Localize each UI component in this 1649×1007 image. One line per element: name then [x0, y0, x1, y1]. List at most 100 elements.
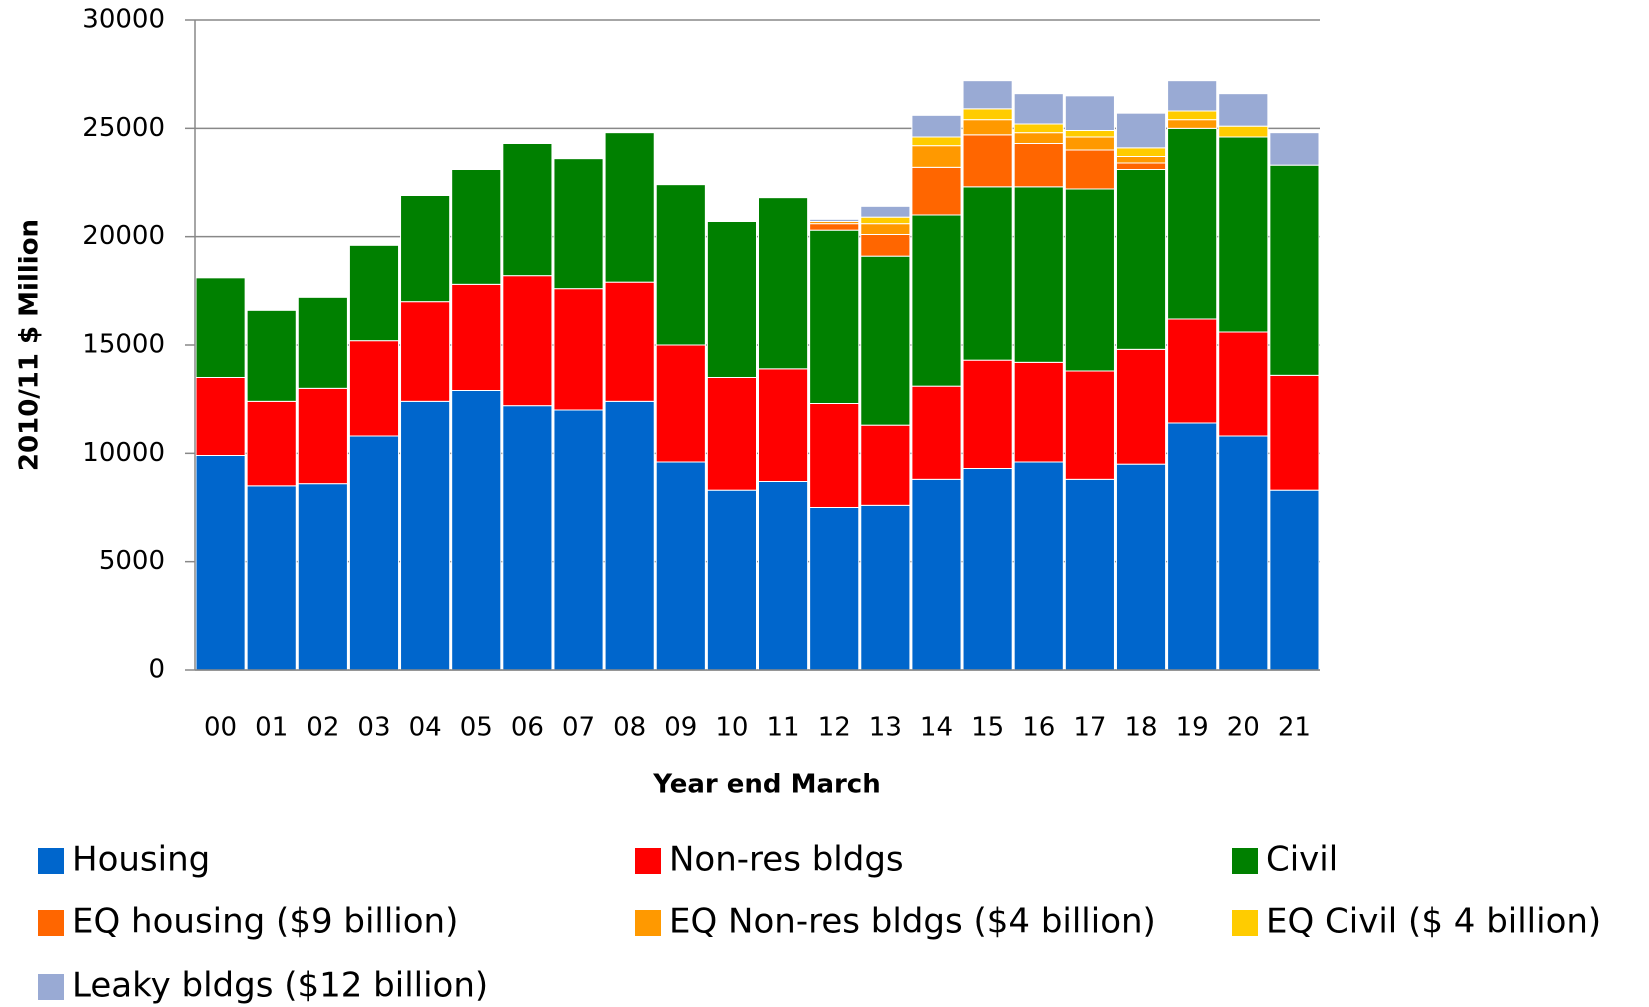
x-tick-label: 18 [1124, 713, 1157, 743]
y-tick-label: 20000 [82, 221, 165, 251]
bar-segment [1115, 156, 1167, 164]
bar-segment [1064, 370, 1115, 480]
bar-segment [860, 255, 911, 426]
x-tick-label: 21 [1278, 713, 1311, 743]
y-tick-label: 5000 [99, 546, 165, 576]
legend-label: Housing [72, 840, 210, 880]
bar-segment [962, 468, 1013, 671]
bar-segment [758, 197, 809, 370]
bar-segment [1269, 132, 1320, 166]
y-tick-label: 25000 [82, 113, 165, 143]
legend-label: Leaky bldgs ($12 billion) [72, 966, 488, 1006]
bar-segment [1013, 461, 1064, 671]
bar-segment [1115, 169, 1167, 350]
legend-label: EQ Non-res bldgs ($4 billion) [669, 902, 1156, 942]
bar-segment [911, 385, 962, 480]
bar-segment [1269, 164, 1320, 376]
legend-swatch [1232, 910, 1258, 936]
x-tick-label: 20 [1227, 713, 1260, 743]
bar-segment [348, 435, 400, 671]
bar-segment [1013, 186, 1064, 363]
bar-segment [1167, 127, 1218, 320]
bar-segment [911, 145, 962, 168]
bar-segment [1013, 93, 1064, 125]
x-tick-label: 00 [204, 713, 237, 743]
bar-segment [706, 377, 758, 491]
bar-segment [1013, 361, 1064, 463]
bar-segment [451, 390, 502, 671]
y-axis-title: 2010/11 $ Million [15, 219, 45, 471]
x-tick-label: 19 [1176, 713, 1209, 743]
bar-segment [604, 132, 655, 283]
y-tick-label: 15000 [82, 330, 165, 360]
x-tick-label: 01 [255, 713, 288, 743]
bar-segment [962, 108, 1013, 121]
bar-segment [1167, 119, 1218, 129]
x-tick-label: 08 [613, 713, 646, 743]
bar-segment [655, 461, 706, 671]
bar-segment [1064, 136, 1115, 151]
legend-swatch [635, 910, 661, 936]
x-tick-label: 14 [920, 713, 953, 743]
bar-segment [195, 277, 246, 379]
x-tick-label: 13 [869, 713, 902, 743]
legend-swatch [635, 848, 661, 874]
bar-segment [911, 478, 962, 671]
bar-segment [860, 234, 911, 257]
bar-segment [1013, 143, 1064, 188]
x-tick-label: 11 [767, 713, 800, 743]
x-axis-title: Year end March [652, 770, 880, 800]
bar-segment [1064, 478, 1115, 671]
bar-segment [860, 504, 911, 671]
bar-segment [297, 483, 348, 671]
legend-label: EQ Civil ($ 4 billion) [1266, 902, 1601, 942]
legend-label: Civil [1266, 840, 1338, 880]
bar-segment [451, 283, 502, 392]
bar-segment [297, 296, 348, 389]
bar-segment [911, 114, 962, 138]
y-tick-label: 10000 [82, 438, 165, 468]
bar-segment [400, 195, 451, 303]
bar-segment [1269, 374, 1320, 491]
bar-segment [400, 400, 451, 671]
bar-segment [809, 403, 860, 508]
bar-segment [962, 186, 1013, 361]
bar-segment [1167, 422, 1218, 671]
bar-segment [655, 344, 706, 463]
x-tick-label: 02 [306, 713, 339, 743]
bar-segment [809, 507, 860, 671]
bar-segment [809, 223, 860, 231]
legend-label: EQ housing ($9 billion) [72, 902, 458, 942]
bar-segment [962, 359, 1013, 469]
bar-segment [1167, 80, 1218, 112]
bar-segment [1013, 132, 1064, 145]
x-tick-label: 16 [1022, 713, 1055, 743]
bar-segment [758, 368, 809, 483]
bar-segment [758, 481, 809, 671]
bar-segment [911, 136, 962, 147]
bar-segment [655, 184, 706, 346]
bar-segment [911, 166, 962, 216]
bar-segment [502, 275, 553, 407]
bar-segment [1115, 463, 1167, 671]
bar-segment [246, 485, 297, 671]
bar-segment [348, 340, 400, 437]
bar-segment [1064, 149, 1115, 190]
bar-segment [860, 205, 911, 218]
bar-segment [451, 169, 502, 285]
bar-segment [400, 301, 451, 402]
bar-segment [246, 400, 297, 487]
bar-segment [860, 216, 911, 225]
bar-segment [246, 309, 297, 402]
bar-segment [1064, 188, 1115, 372]
bar-segment [1167, 318, 1218, 424]
x-tick-label: 17 [1073, 713, 1106, 743]
legend-swatch [38, 974, 64, 1000]
bar-segment [1064, 130, 1115, 138]
bar-segment [809, 229, 860, 404]
bar-segment [502, 143, 553, 277]
legend-swatch [1232, 848, 1258, 874]
bar-segment [911, 214, 962, 387]
bar-segment [1115, 112, 1167, 149]
